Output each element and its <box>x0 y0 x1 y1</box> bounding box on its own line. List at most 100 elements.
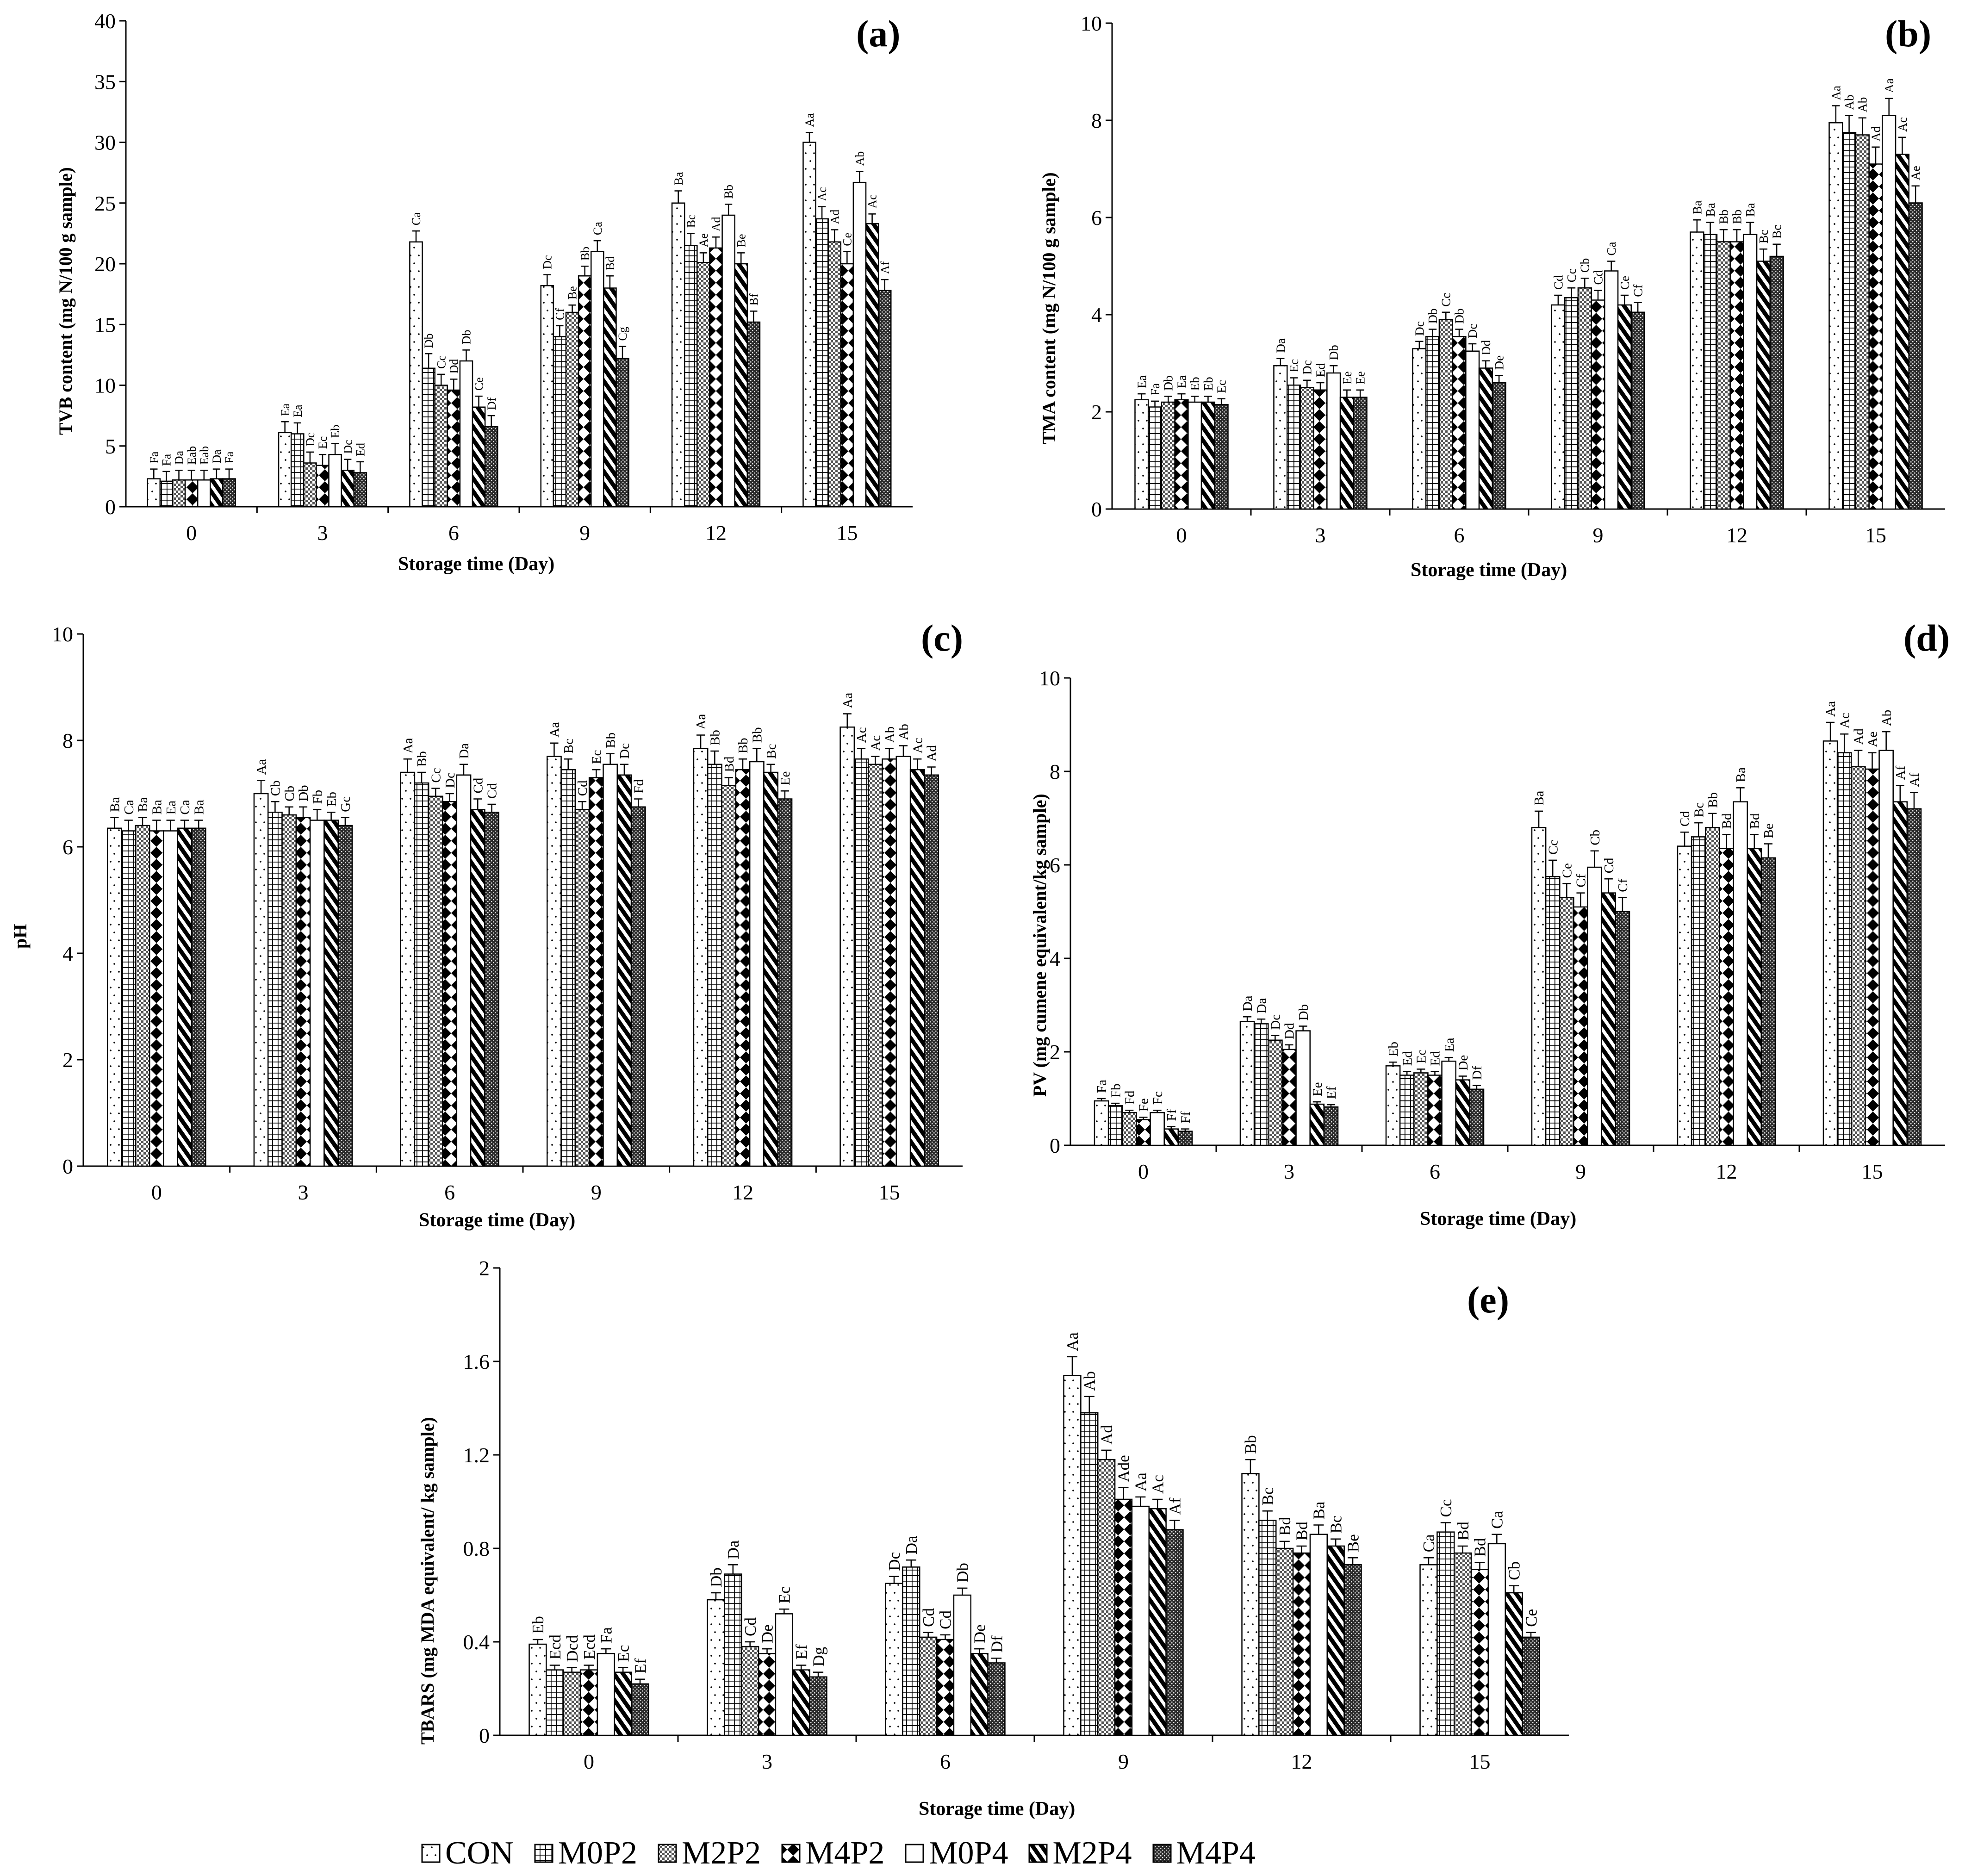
axes-lines <box>1111 23 1945 510</box>
significance-label: Db <box>1162 375 1175 391</box>
bar <box>1063 1375 1082 1736</box>
bar <box>1313 389 1328 510</box>
significance-label: Eb <box>329 425 342 438</box>
significance-label: Ab <box>1879 710 1894 726</box>
bar <box>197 479 211 508</box>
significance-label: Be <box>734 234 748 247</box>
error-bar <box>618 346 627 359</box>
bar <box>309 820 325 1167</box>
bar <box>1094 1100 1109 1146</box>
significance-label: Eb <box>1201 377 1215 391</box>
significance-label: Aa <box>1829 86 1843 100</box>
error-bar <box>1826 721 1835 741</box>
significance-label: Da <box>1240 995 1255 1011</box>
error-bar <box>913 758 922 770</box>
error-bar <box>225 468 233 479</box>
bar <box>1177 1131 1193 1146</box>
error-bar <box>1909 792 1918 809</box>
significance-label: Ea <box>291 404 305 417</box>
significance-label: Fa <box>1094 1080 1109 1093</box>
bar <box>177 827 193 1167</box>
significance-label: Dc <box>541 255 554 269</box>
bar <box>353 472 367 508</box>
error-bar <box>1139 1117 1148 1120</box>
bar <box>1174 399 1189 510</box>
error-bar <box>1312 1101 1321 1105</box>
legend-swatch <box>421 1844 441 1863</box>
bar <box>1452 336 1467 510</box>
bar <box>1604 270 1619 510</box>
significance-label: De <box>970 1624 989 1643</box>
significance-label: Af <box>1907 773 1922 787</box>
significance-label: Ef <box>1324 1086 1339 1099</box>
significance-label: Aa <box>694 714 709 730</box>
error-bar <box>1101 1449 1112 1460</box>
significance-label: Eb <box>1386 1042 1401 1056</box>
significance-label: Bb <box>1706 792 1721 808</box>
bar <box>1868 163 1883 510</box>
error-bar <box>1481 360 1490 368</box>
significance-label: Da <box>210 449 224 464</box>
bar <box>734 263 748 508</box>
x-tick-label: 12 <box>1726 523 1747 547</box>
significance-label: Ca <box>1488 1510 1506 1528</box>
legend-item: M0P2 <box>534 1837 637 1870</box>
bar <box>616 358 629 508</box>
significance-label: Eb <box>324 792 339 807</box>
error-bar <box>796 1665 807 1670</box>
significance-label: Bb <box>578 247 592 261</box>
error-bar <box>475 395 483 407</box>
bar <box>777 798 793 1167</box>
bar <box>1427 1075 1443 1146</box>
y-tick-label: 6 <box>1091 206 1102 230</box>
significance-label: Bd <box>1471 1538 1489 1557</box>
bar <box>1136 1119 1151 1146</box>
significance-label: Bb <box>1242 1435 1260 1454</box>
significance-label: Bc <box>1691 802 1706 817</box>
error-bar <box>166 820 175 831</box>
bar <box>1743 234 1758 510</box>
y-tick-label: 0.4 <box>463 1630 490 1654</box>
error-bar <box>138 817 147 826</box>
significance-label: Ac <box>1837 713 1852 728</box>
error-bar <box>1204 396 1213 402</box>
error-bar <box>779 1609 790 1614</box>
significance-label: Fc <box>1150 1091 1165 1105</box>
significance-label: Ec <box>1414 1050 1429 1064</box>
significance-label: Ea <box>279 403 292 416</box>
error-bar <box>618 1667 628 1672</box>
significance-label: Bb <box>1717 210 1731 224</box>
error-bar <box>549 1665 560 1670</box>
bar <box>574 809 590 1167</box>
error-bar <box>581 266 589 276</box>
significance-label: Ee <box>778 771 793 786</box>
bar <box>1150 1112 1165 1146</box>
error-bar <box>871 756 880 764</box>
error-bar <box>1554 294 1562 305</box>
panel-label: (c) <box>921 617 964 659</box>
error-bar <box>1604 878 1613 893</box>
y-tick-label: 0 <box>479 1724 490 1747</box>
x-tick-label: 6 <box>940 1750 951 1773</box>
x-tick-label: 0 <box>584 1750 594 1773</box>
y-tick-label: 4 <box>1050 947 1060 970</box>
bar <box>1309 1103 1325 1146</box>
bar <box>1131 1505 1150 1736</box>
x-axis-title: Storage time (Day) <box>419 1210 576 1231</box>
error-bar <box>593 240 601 252</box>
error-bar <box>578 801 587 810</box>
significance-label: Fd <box>1123 1090 1138 1105</box>
bar <box>1239 1021 1255 1146</box>
bar <box>1769 255 1784 510</box>
significance-label: Cc <box>435 355 448 369</box>
significance-label: Ec <box>776 1586 794 1603</box>
chart-panel-e: (e) TBARS (mg MDA equivalent/ kg sample)… <box>384 1256 1587 1828</box>
error-bar <box>885 748 894 759</box>
y-tick-label: 40 <box>94 9 116 33</box>
error-bar <box>532 1639 543 1645</box>
bar <box>191 827 206 1167</box>
bar <box>882 758 897 1167</box>
y-tick-label: 25 <box>94 192 116 215</box>
error-bar <box>906 1559 916 1567</box>
